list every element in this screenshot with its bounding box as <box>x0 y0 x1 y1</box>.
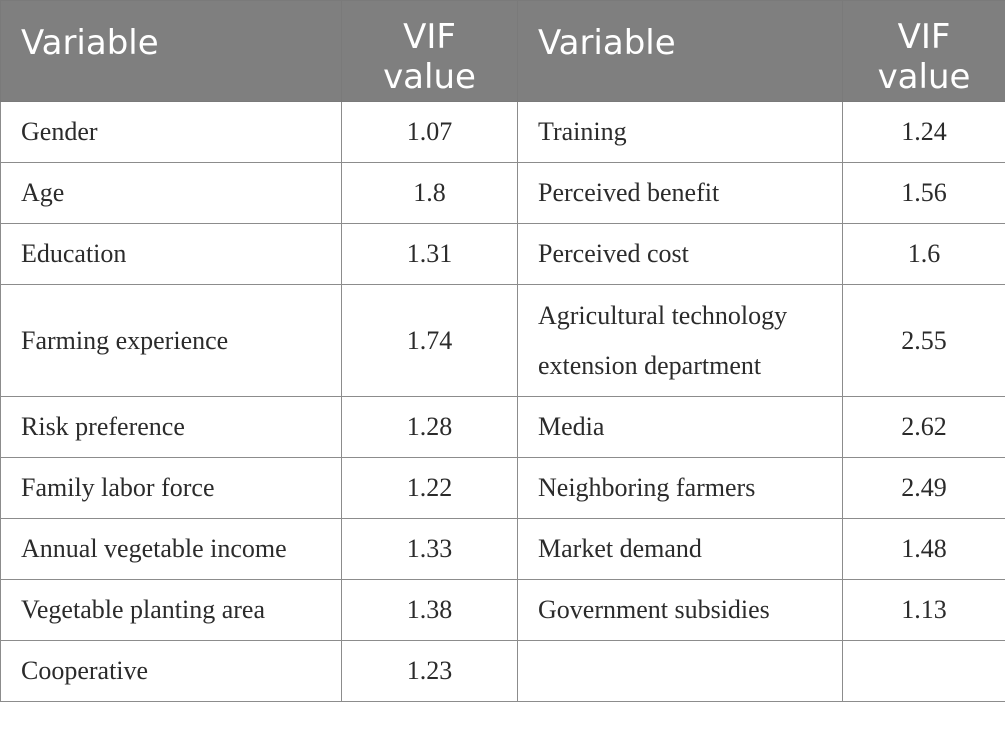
vif-cell <box>842 640 1005 702</box>
table-row: Risk preference 1.28 Media 2.62 <box>0 396 1005 458</box>
variable-line2: extension department <box>538 350 762 380</box>
variable-cell: Farming experience <box>0 284 342 397</box>
variable-cell: Market demand <box>517 518 843 580</box>
variable-cell <box>517 640 843 702</box>
vif-cell: 1.48 <box>842 518 1005 580</box>
vif-cell: 1.31 <box>341 223 518 285</box>
header-vif-line1: VIF <box>403 17 456 57</box>
variable-cell: Annual vegetable income <box>0 518 342 580</box>
variable-cell: Family labor force <box>0 457 342 519</box>
variable-cell: Cooperative <box>0 640 342 702</box>
header-vif-line2: value <box>383 57 476 97</box>
header-variable-2: Variable <box>517 0 843 102</box>
variable-cell: Government subsidies <box>517 579 843 641</box>
vif-cell: 1.13 <box>842 579 1005 641</box>
table-row: Education 1.31 Perceived cost 1.6 <box>0 223 1005 285</box>
header-vif-line1: VIF <box>897 17 951 57</box>
variable-cell: Age <box>0 162 342 224</box>
table-row: Annual vegetable income 1.33 Market dema… <box>0 518 1005 580</box>
vif-cell: 1.6 <box>842 223 1005 285</box>
vif-cell: 1.23 <box>341 640 518 702</box>
vif-cell: 2.49 <box>842 457 1005 519</box>
vif-cell: 1.07 <box>341 101 518 163</box>
vif-cell: 2.55 <box>842 284 1005 397</box>
vif-cell: 1.56 <box>842 162 1005 224</box>
header-row: Variable VIF value Variable VIF value <box>0 0 1005 102</box>
variable-cell: Vegetable planting area <box>0 579 342 641</box>
vif-cell: 1.74 <box>341 284 518 397</box>
header-variable-1: Variable <box>0 0 342 102</box>
variable-cell: Perceived benefit <box>517 162 843 224</box>
table-row: Age 1.8 Perceived benefit 1.56 <box>0 162 1005 224</box>
table-row: Gender 1.07 Training 1.24 <box>0 101 1005 163</box>
variable-cell: Education <box>0 223 342 285</box>
vif-cell: 2.62 <box>842 396 1005 458</box>
table-row: Vegetable planting area 1.38 Government … <box>0 579 1005 641</box>
variable-cell: Agricultural technology extension depart… <box>517 284 843 397</box>
variable-cell: Neighboring farmers <box>517 457 843 519</box>
header-vif-value-2: VIF value <box>842 0 1005 102</box>
variable-cell: Risk preference <box>0 396 342 458</box>
variable-cell: Media <box>517 396 843 458</box>
vif-cell: 1.28 <box>341 396 518 458</box>
table-row: Family labor force 1.22 Neighboring farm… <box>0 457 1005 519</box>
header-vif-value-1: VIF value <box>341 0 518 102</box>
vif-cell: 1.33 <box>341 518 518 580</box>
variable-cell: Perceived cost <box>517 223 843 285</box>
vif-table: Variable VIF value Variable VIF value Ge… <box>0 0 1005 702</box>
vif-cell: 1.8 <box>341 162 518 224</box>
header-vif-line2: value <box>877 57 971 97</box>
variable-cell: Training <box>517 101 843 163</box>
variable-line1: Agricultural technology <box>538 300 788 330</box>
vif-cell: 1.24 <box>842 101 1005 163</box>
vif-cell: 1.22 <box>341 457 518 519</box>
table-row: Cooperative 1.23 <box>0 640 1005 702</box>
vif-cell: 1.38 <box>341 579 518 641</box>
table-row: Farming experience 1.74 Agricultural tec… <box>0 284 1005 397</box>
variable-cell: Gender <box>0 101 342 163</box>
